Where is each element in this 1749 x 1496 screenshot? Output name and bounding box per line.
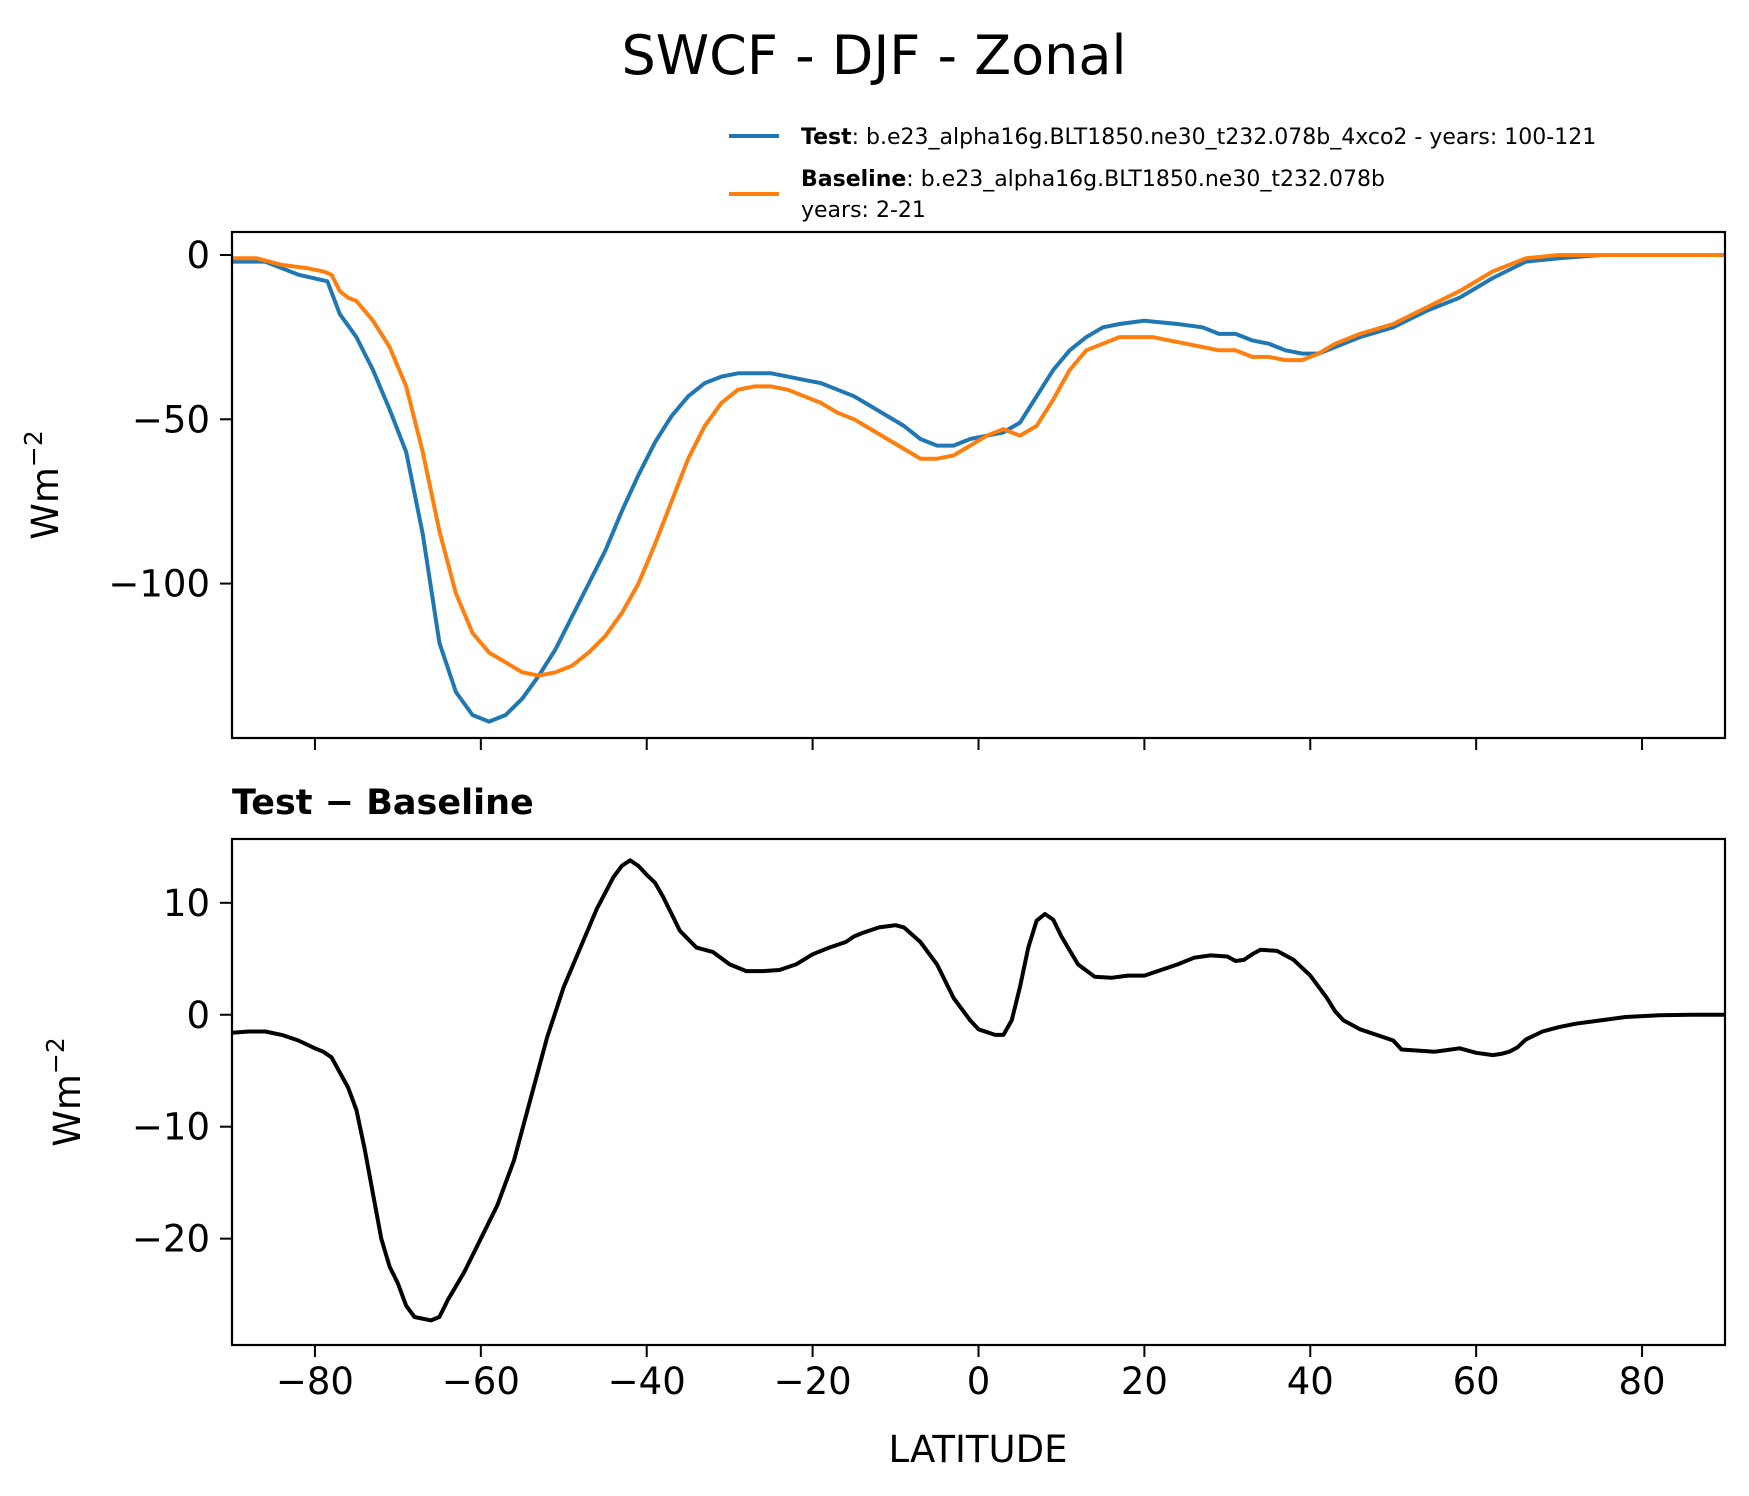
bottom-ytick-label: −10 <box>132 1106 210 1149</box>
bottom-panel: Test − Baseline −80 −60 −40 −20 0 20 40 60 80100… <box>41 783 1727 1471</box>
bottom-xtick-label: 40 <box>1287 1360 1334 1403</box>
bottom-ytick-label: 0 <box>186 994 210 1037</box>
x-axis-label: LATITUDE <box>889 1428 1068 1471</box>
bottom-xtick-label: −20 <box>774 1360 852 1403</box>
bottom-xtick-label: 20 <box>1121 1360 1168 1403</box>
bottom-ytick-label: 10 <box>163 882 210 925</box>
top-panel-frame <box>230 230 1727 740</box>
top-series-test <box>232 253 1725 724</box>
bottom-series-test-baseline <box>231 858 1725 1323</box>
top-ylabel-text: Wm <box>24 467 67 540</box>
figure-title: SWCF - DJF - Zonal <box>622 24 1127 87</box>
bottom-xtick-label: −80 <box>276 1360 354 1403</box>
legend-baseline-years: years: 2-21 <box>801 198 926 223</box>
top-ylabel-sup: −2 <box>19 430 48 467</box>
legend: Test: b.e23_alpha16g.BLT1850.ne30_t232.0… <box>729 125 1596 223</box>
top-panel-series <box>232 253 1725 724</box>
bottom-xtick-label: 80 <box>1619 1360 1666 1403</box>
bottom-ylabel-sup: −2 <box>41 1037 70 1074</box>
bottom-panel-ylabel: Wm−2 <box>41 1037 89 1147</box>
legend-baseline-entry: Baseline: b.e23_alpha16g.BLT1850.ne30_t2… <box>801 167 1385 192</box>
bottom-panel-title: Test − Baseline <box>232 783 534 823</box>
legend-test-name: Test <box>801 125 852 150</box>
bottom-ytick-label: −20 <box>132 1218 210 1261</box>
legend-test-entry: Test: b.e23_alpha16g.BLT1850.ne30_t232.0… <box>801 125 1596 150</box>
legend-baseline-name: Baseline <box>801 167 906 192</box>
top-series-baseline <box>232 253 1725 678</box>
bottom-xtick-label: 60 <box>1453 1360 1500 1403</box>
top-panel-ticks: 0 −50 −100 <box>108 234 1644 750</box>
top-ytick-label: 0 <box>186 234 210 277</box>
top-ytick-label: −100 <box>108 563 210 606</box>
bottom-xtick-label: 0 <box>967 1360 991 1403</box>
top-ytick-label: −50 <box>132 398 210 441</box>
bottom-panel-series <box>231 858 1725 1323</box>
bottom-xtick-label: −40 <box>608 1360 686 1403</box>
legend-baseline-text: : b.e23_alpha16g.BLT1850.ne30_t232.078b <box>906 167 1385 192</box>
top-panel-ylabel: Wm−2 <box>19 430 67 540</box>
bottom-xtick-label: −60 <box>442 1360 520 1403</box>
bottom-ylabel-text: Wm <box>46 1074 89 1147</box>
top-panel: 0 −50 −100 Wm−2 <box>19 230 1727 750</box>
bottom-panel-frame <box>230 837 1727 1347</box>
legend-test-text: : b.e23_alpha16g.BLT1850.ne30_t232.078b_… <box>852 125 1597 150</box>
